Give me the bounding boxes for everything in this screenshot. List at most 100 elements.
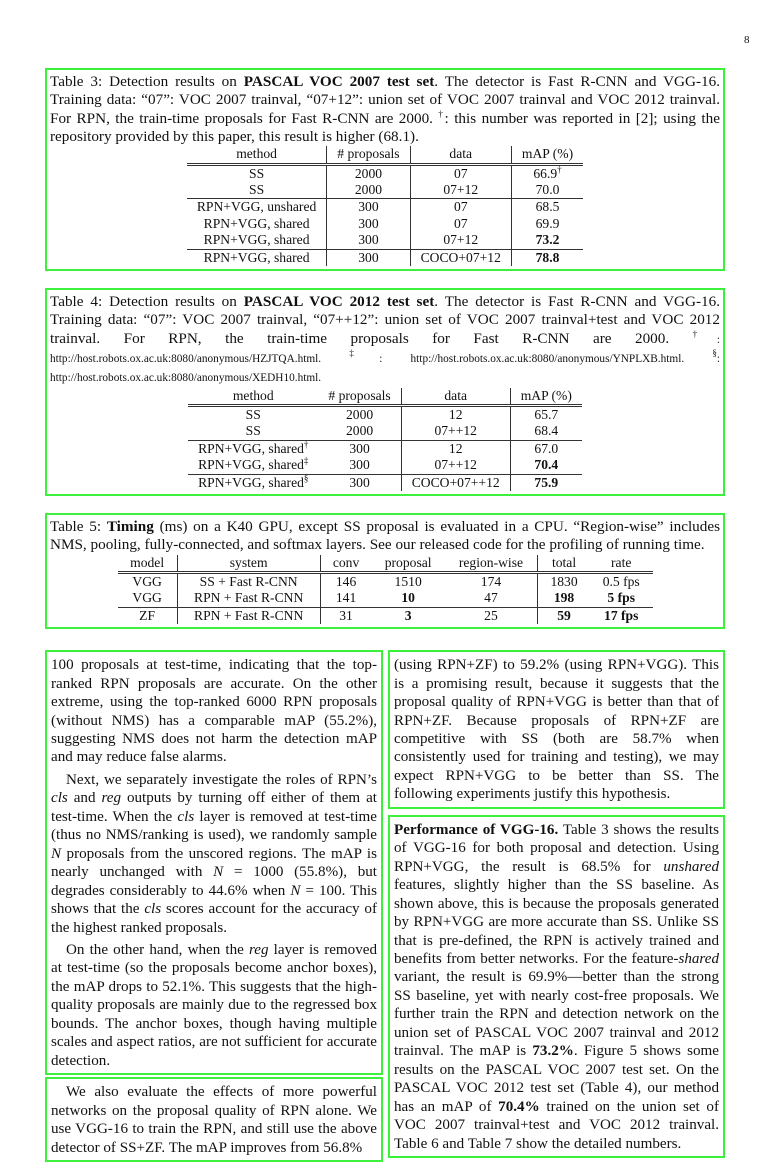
table-cell: 300 (318, 439, 402, 458)
cell-text: 68.4 (534, 423, 559, 439)
cell-text: 70.4 (534, 457, 559, 473)
text-segment: 70.4% (498, 1098, 540, 1115)
cell-text: 07+12 (443, 182, 479, 197)
table-cell: RPN+VGG, shared§ (188, 474, 319, 491)
text-segment: reg (101, 790, 122, 807)
cell-text: 78.8 (535, 249, 560, 265)
text-segment: features, slightly higher than the SS ba… (394, 877, 719, 967)
cell-text: 2000 (354, 165, 383, 181)
table-row: ZF RPN + Fast R-CNN 31 3 25 59 17 fps (117, 606, 653, 625)
table-cell: SS + Fast R-CNN (177, 572, 321, 591)
cell-text: SS (245, 406, 261, 422)
column-header: # proposals (326, 146, 411, 166)
table-cell: 2000 (318, 423, 402, 441)
column-header: mAP (%) (510, 387, 582, 407)
text-segment: cls (51, 790, 68, 807)
cell-text: 31 (339, 607, 353, 623)
table-5-block: Table 5: Timing (ms) on a K40 GPU, excep… (45, 512, 725, 630)
page-content: Table 3: Detection results on PASCAL VOC… (45, 68, 725, 1162)
table-cell: 198 (538, 590, 590, 607)
cell-text: 75.9 (534, 474, 559, 490)
text-segment: Performance of VGG-16. (394, 821, 559, 838)
table-cell: 68.5 (511, 198, 584, 216)
table-cell: 75.9 (510, 473, 582, 491)
column-header: data (401, 387, 511, 407)
table-row: VGG RPN + Fast R-CNN 141 10 47 198 5 fps (117, 590, 653, 608)
cell-text: 3 (404, 607, 412, 623)
cell-text: SS (245, 423, 261, 439)
cell-text: 2000 (354, 182, 383, 197)
cell-text: RPN+VGG, shared (198, 457, 304, 473)
table-cell: RPN+VGG, shared‡ (188, 456, 318, 474)
table-4-block: Table 4: Detection results on PASCAL VOC… (45, 288, 725, 496)
cell-text: 0.5 fps (602, 573, 640, 589)
text-segment: cls (177, 808, 195, 825)
table-cell: 17 fps (589, 606, 653, 625)
text-segment: § (712, 347, 717, 358)
cell-text: 69.9 (535, 215, 560, 231)
text-segment: (using RPN+ZF) to 59.2% (using RPN+VGG).… (394, 657, 719, 803)
cell-text: 07 (453, 165, 468, 181)
cell-text: 300 (358, 249, 379, 265)
text-segment: We also evaluate the effects of more pow… (51, 1084, 377, 1156)
cell-text: 198 (553, 590, 575, 606)
column-header: conv (320, 554, 372, 574)
text-segment: PASCAL VOC 2007 test set (243, 73, 435, 90)
text-segment: : this number was reported in [2]; using… (50, 109, 720, 145)
text-segment: On the other hand, when the (66, 941, 249, 958)
cell-text: 07+12 (443, 232, 479, 248)
cell-text: RPN+VGG, shared (203, 215, 310, 231)
cell-text: 174 (480, 573, 502, 589)
text-segment: PASCAL VOC 2012 test set (243, 293, 435, 311)
cell-text: VGG (132, 590, 162, 606)
text-segment: scores account for the accuracy of the h… (51, 901, 377, 936)
paragraph: Next, we separately investigate the role… (51, 771, 377, 937)
cell-text: 07 (453, 215, 468, 231)
table-5: model system conv proposal region-wise total r… (117, 554, 653, 625)
table-cell: 07++12 (401, 423, 511, 441)
paragraph: Performance of VGG-16. Table 3 shows the… (394, 821, 719, 1153)
table-row: SS 2000 07+12 70.0 (186, 182, 583, 199)
table-header-row: method # proposals data mAP (%) (188, 387, 582, 407)
text-segment: . The detector is Fast R-CNN and VGG-16.… (50, 293, 721, 347)
paragraph: 100 proposals at test-time, indicating t… (51, 656, 377, 767)
cell-text: RPN + Fast R-CNN (194, 590, 304, 606)
table-cell: 73.2 (511, 232, 583, 249)
cell-text: RPN + Fast R-CNN (194, 607, 304, 623)
table-cell: ZF (117, 606, 178, 625)
text-segment: reg (248, 941, 269, 958)
table-header-row: method # proposals data mAP (%) (186, 146, 584, 166)
paragraph: We also evaluate the effects of more pow… (51, 1083, 377, 1157)
paragraph: (using RPN+ZF) to 59.2% (using RPN+VGG).… (394, 656, 719, 804)
table-cell: COCO+07+12 (410, 248, 512, 267)
table-cell: 10 (372, 590, 445, 607)
text-segment: Next, we separately investigate the role… (66, 771, 377, 788)
cell-text: 07++12 (434, 457, 477, 473)
table-cell: 07 (410, 215, 512, 233)
table-3-caption: Table 3: Detection results on PASCAL VOC… (47, 70, 723, 146)
footnote-mark: † (303, 439, 309, 450)
column-header: total (537, 554, 590, 574)
text-segment: (ms) on a K40 GPU, except SS proposal is… (50, 517, 720, 554)
column-header: model (117, 554, 178, 574)
cell-text: 12 (448, 406, 463, 422)
table-cell: 12 (401, 439, 511, 458)
table-row: RPN+VGG, shared§ 300 COCO+07++12 75.9 (188, 474, 582, 491)
footnote-mark: † (557, 164, 562, 175)
cell-text: 300 (349, 457, 370, 473)
table-cell: 146 (320, 572, 371, 590)
table-cell: 65.7 (510, 405, 582, 423)
table-cell: COCO+07++12 (401, 473, 511, 491)
text-segment: N (51, 845, 62, 862)
cell-text: 66.9 (533, 165, 558, 181)
paragraph: On the other hand, when the reg layer is… (51, 941, 377, 1070)
cell-text: 2000 (345, 406, 374, 422)
cell-text: COCO+07++12 (411, 474, 500, 490)
text-segment: shared (678, 950, 719, 967)
table-cell: VGG (117, 572, 178, 591)
text-segment: Timing (106, 517, 154, 535)
cell-text: 5 fps (607, 590, 635, 606)
table-cell: 12 (401, 405, 511, 424)
cell-text: ZF (139, 607, 156, 623)
table-cell: 70.4 (510, 457, 582, 474)
